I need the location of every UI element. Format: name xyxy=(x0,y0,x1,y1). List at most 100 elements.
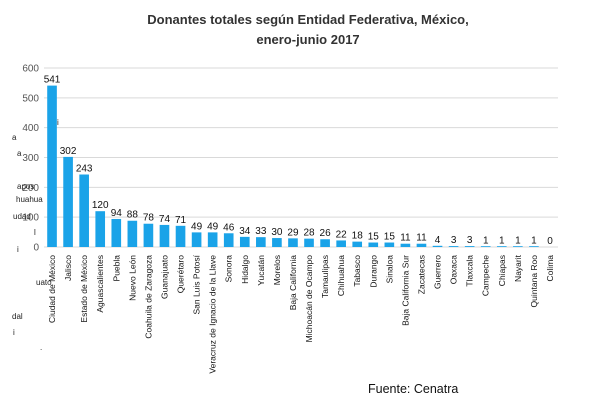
bar-value-label: 49 xyxy=(207,221,219,232)
bar xyxy=(143,223,154,247)
y-tick-label: 600 xyxy=(22,64,39,75)
y-tick-label: 0 xyxy=(33,243,39,254)
bar xyxy=(529,246,539,247)
bar xyxy=(175,225,186,247)
bar xyxy=(416,243,427,247)
stray-text-12: . xyxy=(40,343,43,352)
category-label: Guerrero xyxy=(433,255,443,289)
bar xyxy=(191,232,202,247)
bar-value-label: 4 xyxy=(435,235,441,246)
bar-value-label: 71 xyxy=(175,215,187,226)
category-label: Veracruz de Ignacio de la Llave xyxy=(208,255,218,374)
category-label: Durango xyxy=(368,255,378,288)
bar-value-label: 94 xyxy=(111,208,123,219)
bar xyxy=(159,224,170,247)
y-tick-label: 200 xyxy=(22,183,39,194)
category-label: Tlaxcala xyxy=(465,255,475,287)
bar xyxy=(400,243,411,247)
bar xyxy=(513,246,523,247)
bar-value-label: 78 xyxy=(143,213,155,224)
stray-text-4: apos xyxy=(17,182,35,191)
bar xyxy=(207,232,218,247)
category-label: Puebla xyxy=(111,255,121,282)
category-label: Oaxaca xyxy=(449,255,459,285)
category-label: Querétaro xyxy=(176,255,186,294)
bar-value-label: 88 xyxy=(127,210,139,221)
bar-value-label: 46 xyxy=(223,222,235,233)
stray-text-9: uato xyxy=(36,278,52,287)
bar-value-label: 1 xyxy=(499,236,505,247)
bar-value-label: 49 xyxy=(191,221,203,232)
stray-text-10: dal xyxy=(12,312,23,321)
bar-value-label: 18 xyxy=(352,231,364,242)
bar-value-label: 1 xyxy=(515,236,521,247)
category-label: Chihuahua xyxy=(336,255,346,296)
bar xyxy=(336,240,346,247)
bar-value-label: 3 xyxy=(467,235,473,246)
category-label: Quintana Roo xyxy=(529,255,539,308)
y-tick-label: 400 xyxy=(22,123,39,134)
bar-value-label: 33 xyxy=(255,226,267,237)
bar xyxy=(448,246,459,247)
bar-value-label: 15 xyxy=(384,232,396,243)
stray-text-8: i xyxy=(17,245,19,254)
category-label: San Luis Potosí xyxy=(192,254,202,314)
category-label: Coahuila de Zaragoza xyxy=(143,255,153,339)
bar-value-label: 3 xyxy=(451,235,457,246)
bar-value-label: 34 xyxy=(239,226,251,237)
bar xyxy=(304,238,314,247)
bar xyxy=(111,218,122,247)
bar xyxy=(63,156,73,247)
bar xyxy=(384,242,395,247)
chart-title-line-2: enero-junio 2017 xyxy=(256,32,360,47)
stray-text-3: a xyxy=(17,149,22,158)
bar xyxy=(288,238,298,247)
bar xyxy=(79,174,89,247)
category-label: Yucatán xyxy=(256,255,266,286)
bar-value-label: 1 xyxy=(531,236,537,247)
bar-value-label: 1 xyxy=(483,236,489,247)
category-label: Colima xyxy=(545,255,555,282)
category-label: Estado de México xyxy=(79,255,89,323)
bar-value-label: 74 xyxy=(159,214,171,225)
bar-value-label: 22 xyxy=(336,229,348,240)
bar-value-label: 26 xyxy=(320,228,332,239)
bar xyxy=(352,241,363,247)
bar-value-label: 11 xyxy=(400,233,411,244)
bar-value-label: 243 xyxy=(76,164,93,175)
stray-text-2: a xyxy=(12,133,17,142)
category-label: Guanajuato xyxy=(159,255,169,299)
category-label: Baja California xyxy=(288,255,298,311)
bar xyxy=(480,246,491,247)
bar xyxy=(272,238,282,247)
category-label: Aguascalientes xyxy=(95,255,105,313)
bar xyxy=(464,246,475,247)
bar xyxy=(239,236,250,247)
category-label: Morelos xyxy=(272,255,282,285)
category-label: Hidalgo xyxy=(240,255,250,284)
bar-value-label: 28 xyxy=(303,228,315,239)
category-label: Tamaulipas xyxy=(320,255,330,298)
bar xyxy=(496,246,507,247)
bar-value-label: 302 xyxy=(60,146,77,157)
category-label: Ciudad de México xyxy=(47,255,57,323)
source-note: Fuente: Cenatra xyxy=(368,382,459,396)
bar-value-label: 30 xyxy=(271,227,283,238)
bar xyxy=(127,220,138,247)
bar-value-label: 15 xyxy=(368,232,380,243)
y-tick-label: 500 xyxy=(22,93,39,104)
category-label: Sinaloa xyxy=(384,255,394,284)
category-label: Sonora xyxy=(224,255,234,283)
category-label: Michoacán de Ocampo xyxy=(304,255,314,343)
bar xyxy=(47,85,57,247)
stray-text-5: huahua xyxy=(16,195,43,204)
category-label: Jalisco xyxy=(63,255,73,281)
bar-value-label: 0 xyxy=(547,236,553,247)
bar xyxy=(95,211,106,247)
category-label: Baja California Sur xyxy=(400,255,410,326)
bar xyxy=(368,242,379,247)
stray-text-11: i xyxy=(13,328,15,337)
bar-value-label: 11 xyxy=(416,233,427,244)
